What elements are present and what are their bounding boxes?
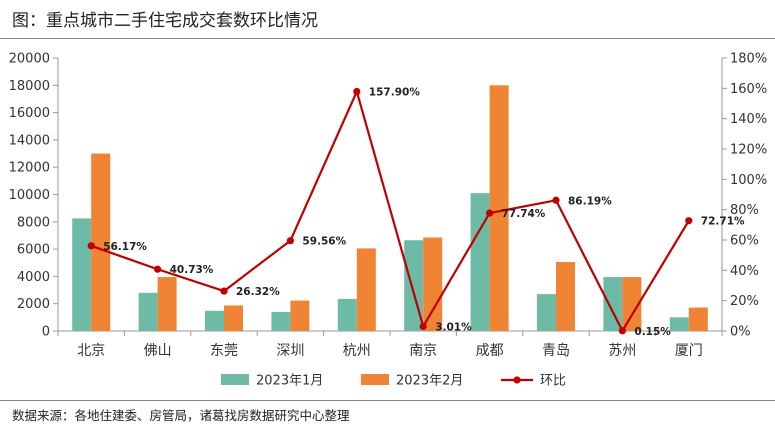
category-label: 深圳 bbox=[276, 343, 304, 359]
mom-data-label: 56.17% bbox=[103, 241, 147, 253]
y-left-tick-label: 14000 bbox=[9, 133, 50, 148]
category-label: 佛山 bbox=[144, 343, 172, 359]
y-right-tick-label: 20% bbox=[730, 294, 759, 309]
y-left-tick-label: 10000 bbox=[9, 188, 50, 203]
y-left-tick-label: 2000 bbox=[17, 297, 50, 312]
mom-point-5 bbox=[419, 322, 427, 331]
bar-jan-3 bbox=[271, 311, 291, 331]
legend: 2023年1月 2023年2月 环比 bbox=[221, 374, 566, 389]
bar-jan-9 bbox=[669, 317, 689, 331]
y-right-tick-label: 40% bbox=[730, 264, 759, 279]
legend-swatch-jan bbox=[221, 374, 249, 385]
chart: 0 2000 4000 6000 8000 10000 12000 14000 16000 180… bbox=[9, 52, 768, 389]
bar-feb-2 bbox=[224, 305, 243, 331]
bar-jan-8 bbox=[603, 277, 623, 331]
bar-feb-9 bbox=[688, 307, 708, 331]
y-left-tick-label: 6000 bbox=[17, 243, 50, 258]
bar-feb-1 bbox=[157, 277, 177, 331]
mom-data-label: 86.19% bbox=[568, 195, 612, 207]
y-left-tick-label: 8000 bbox=[17, 215, 50, 230]
legend-label-mom: 环比 bbox=[540, 374, 566, 389]
mom-point-4 bbox=[353, 87, 361, 96]
mom-data-label: 26.32% bbox=[236, 286, 280, 298]
source-note: 数据来源：各地住建委、房管局，诸葛找房数据研究中心整理 bbox=[12, 408, 350, 423]
bar-feb-6 bbox=[489, 85, 509, 331]
data-labels: 56.17% 40.73% 26.32% 59.56% 157.90% 3.01% 77.7… bbox=[103, 87, 745, 338]
legend-label-feb: 2023年2月 bbox=[396, 374, 463, 389]
y-left-tick-label: 0 bbox=[42, 325, 50, 340]
bar-jan-6 bbox=[470, 193, 490, 331]
category-label: 厦门 bbox=[675, 343, 703, 359]
y-right-tick-label: 0% bbox=[730, 325, 751, 340]
category-labels: 北京 佛山 东莞 深圳 杭州 南京 成都 青岛 苏州 厦门 bbox=[77, 343, 703, 359]
category-label: 成都 bbox=[476, 343, 504, 359]
mom-point-9 bbox=[685, 217, 693, 225]
chart-axes: 0 2000 4000 6000 8000 10000 12000 14000 16000 180… bbox=[9, 52, 768, 340]
bar-feb-7 bbox=[556, 262, 575, 331]
legend-swatch-mom-marker bbox=[513, 376, 521, 384]
title-rule bbox=[0, 38, 775, 39]
bar-feb-5 bbox=[423, 237, 443, 331]
mom-data-label: 40.73% bbox=[170, 264, 214, 276]
mom-data-label: 59.56% bbox=[302, 236, 346, 248]
y-left-tick-label: 4000 bbox=[17, 270, 50, 285]
category-label: 青岛 bbox=[542, 343, 570, 359]
legend-swatch-feb bbox=[361, 374, 389, 385]
figure-title: 图：重点城市二手住宅成交套数环比情况 bbox=[12, 11, 318, 31]
source-rule bbox=[0, 400, 775, 401]
y-left-tick-label: 20000 bbox=[9, 52, 50, 67]
series-feb-bars bbox=[91, 85, 708, 331]
y-right-tick-label: 60% bbox=[730, 234, 759, 249]
mom-point-3 bbox=[286, 237, 294, 245]
y-left-tick-label: 12000 bbox=[9, 161, 50, 176]
bar-feb-4 bbox=[356, 248, 376, 331]
bar-jan-4 bbox=[337, 298, 357, 331]
series-mom-line bbox=[87, 87, 693, 335]
category-label: 杭州 bbox=[343, 343, 371, 359]
mom-point-6 bbox=[486, 209, 494, 217]
mom-line-path bbox=[90, 90, 690, 332]
y-right-tick-label: 100% bbox=[730, 173, 767, 188]
mom-point-2 bbox=[220, 287, 228, 295]
y-right-tick-label: 160% bbox=[730, 82, 767, 97]
legend-label-jan: 2023年1月 bbox=[256, 374, 323, 389]
bar-jan-2 bbox=[205, 310, 224, 331]
y-right-tick-label: 140% bbox=[730, 112, 767, 127]
bar-jan-0 bbox=[72, 218, 92, 331]
bar-feb-8 bbox=[622, 277, 642, 331]
category-label: 北京 bbox=[77, 343, 105, 359]
y-right-tick-label: 80% bbox=[730, 203, 759, 218]
y-right-tick-label: 180% bbox=[730, 52, 767, 67]
mom-data-label: 3.01% bbox=[435, 321, 472, 333]
mom-data-label: 77.74% bbox=[502, 208, 546, 220]
y-right-tick-label: 120% bbox=[730, 143, 767, 158]
category-label: 东莞 bbox=[210, 343, 238, 359]
bar-jan-1 bbox=[138, 292, 158, 331]
bar-feb-0 bbox=[91, 153, 111, 331]
mom-point-1 bbox=[154, 265, 162, 273]
mom-point-0 bbox=[87, 242, 95, 250]
category-label: 南京 bbox=[409, 343, 437, 359]
category-label: 苏州 bbox=[608, 343, 636, 359]
bar-jan-7 bbox=[537, 294, 556, 331]
y-left-tick-label: 18000 bbox=[9, 79, 50, 94]
mom-data-label: 72.71% bbox=[701, 216, 745, 228]
mom-data-label: 0.15% bbox=[634, 326, 671, 338]
mom-point-7 bbox=[552, 196, 560, 204]
mom-point-8 bbox=[618, 327, 627, 335]
y-left-tick-label: 16000 bbox=[9, 106, 50, 121]
bar-feb-3 bbox=[290, 300, 310, 331]
mom-data-label: 157.90% bbox=[369, 87, 421, 99]
series-jan-bars bbox=[72, 193, 689, 331]
